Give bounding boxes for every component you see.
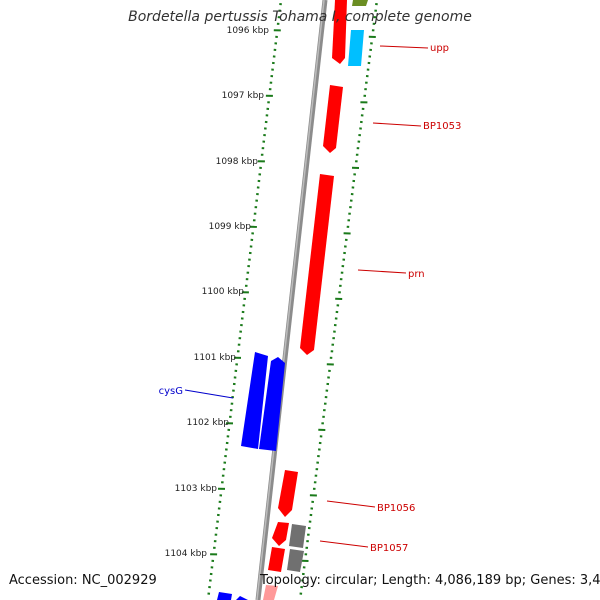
outer-tick-row: [299, 3, 378, 595]
leader-cysg: [184, 389, 234, 399]
tick-label: 1098 kbp: [216, 157, 259, 167]
leader-prn: [357, 269, 407, 274]
tick-label: 1097 kbp: [222, 91, 265, 101]
gene-arrow-pink: [263, 585, 278, 600]
position-ruler: [207, 3, 282, 595]
feature-olive: [352, 0, 368, 6]
gene-arrow-upp-neighbor: [332, 0, 347, 64]
gene-arrow-blue-bottom-a: [217, 592, 232, 600]
leader-bp1053: [372, 122, 422, 127]
outer-features: [300, 0, 368, 355]
gene-arrow-cysg-a: [241, 352, 268, 449]
gene-label-bp1053: BP1053: [423, 121, 461, 132]
map-title: Bordetella pertussis Tohama I, complete …: [128, 9, 472, 25]
tick-labels: 1096 kbp 1097 kbp 1098 kbp 1099 kbp 1100…: [165, 26, 270, 559]
gene-label-bp1057: BP1057: [370, 543, 408, 554]
accession-text: Accession: NC_002929: [9, 573, 157, 588]
gene-arrow-bp1053: [323, 85, 343, 153]
tick-label: 1104 kbp: [165, 549, 208, 559]
feature-gray-b: [287, 549, 304, 572]
tick-label: 1103 kbp: [175, 484, 218, 494]
gene-arrow-prn: [300, 174, 334, 355]
gene-arrow-red-lower: [268, 547, 285, 572]
inner-features: [217, 352, 306, 600]
gene-arrow-blue-bottom-b: [236, 596, 248, 600]
leader-bp1056: [326, 500, 376, 508]
gene-labels: upp BP1053 prn cysG BP1056 BP1057: [159, 43, 462, 554]
tick-label: 1102 kbp: [187, 418, 230, 428]
tick-label: 1099 kbp: [209, 222, 252, 232]
gene-arrow-bp1057: [272, 522, 289, 546]
gene-arrow-bp1056: [278, 470, 298, 517]
label-leaders: [184, 45, 429, 548]
gene-arrow-upp: [348, 30, 364, 66]
gene-arrow-cysg-b: [259, 357, 285, 451]
gene-label-cysg: cysG: [159, 386, 183, 397]
feature-gray-a: [289, 524, 306, 548]
backbone-highlight: [256, 0, 325, 600]
leader-upp: [379, 45, 429, 49]
tick-label: 1100 kbp: [202, 287, 245, 297]
genome-backbone: [255, 0, 328, 600]
tick-label: 1096 kbp: [227, 26, 270, 36]
gene-label-upp: upp: [430, 43, 449, 54]
gene-label-bp1056: BP1056: [377, 503, 415, 514]
leader-bp1057: [319, 540, 369, 548]
gene-label-prn: prn: [408, 269, 425, 280]
topology-text: Topology: circular; Length: 4,086,189 bp…: [260, 573, 600, 588]
tick-label: 1101 kbp: [194, 353, 237, 363]
